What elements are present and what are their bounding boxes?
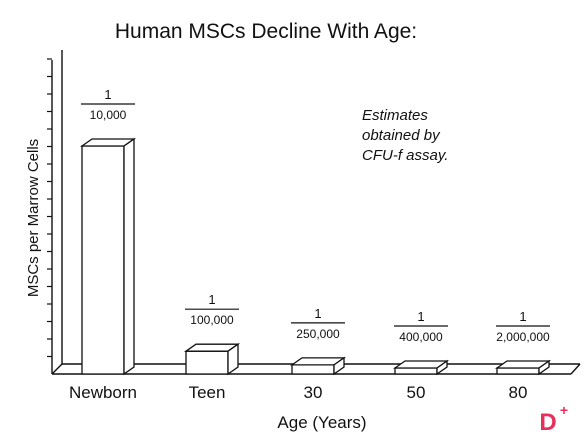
value-denominator: 100,000: [190, 313, 234, 327]
value-denominator: 400,000: [399, 330, 443, 344]
x-tick-labels: Newborn Teen 30 50 80: [69, 383, 527, 402]
bar-3: [289, 356, 347, 376]
value-numerator: 1: [314, 306, 321, 321]
value-labels: 1 10,000 1 100,000 1 250,000 1 400,000 1 2,000,00…: [81, 87, 550, 344]
bar-front: [185, 350, 229, 375]
value-denominator: 250,000: [296, 327, 340, 341]
value-label-2: 1 100,000: [185, 292, 239, 327]
annotation: Estimates obtained by CFU-f assay.: [362, 107, 448, 164]
bar-side: [123, 137, 135, 376]
x-tick-label: Newborn: [69, 383, 137, 402]
value-numerator: 1: [208, 292, 215, 307]
bar-2: [183, 342, 241, 376]
value-label-3: 1 250,000: [291, 306, 345, 341]
bar-4: [392, 359, 450, 376]
annotation-line-1: Estimates: [362, 107, 428, 124]
bar-side: [333, 356, 345, 376]
bar-1: [79, 137, 137, 376]
value-numerator: 1: [519, 309, 526, 324]
value-denominator: 10,000: [90, 108, 127, 122]
bar-front: [394, 367, 438, 375]
y-ticks: [47, 58, 52, 358]
chart-title: Human MSCs Decline With Age:: [115, 20, 417, 43]
bar-5: [494, 359, 552, 376]
bar-front: [496, 367, 540, 375]
x-tick-label: 30: [304, 383, 323, 402]
x-tick-label: Teen: [189, 383, 226, 402]
value-label-1: 1 10,000: [81, 87, 135, 122]
logo-glyph: D: [539, 409, 556, 436]
y-axis-label: MSCs per Marrow Cells: [25, 139, 42, 297]
bars: [79, 137, 552, 376]
value-numerator: 1: [417, 309, 424, 324]
value-label-4: 1 400,000: [394, 309, 448, 344]
annotation-line-2: obtained by: [362, 127, 441, 144]
value-label-5: 1 2,000,000: [496, 309, 550, 344]
bar-side: [436, 359, 448, 376]
logo-badge: +: [560, 402, 568, 418]
axis-corner: [51, 363, 63, 375]
x-tick-label: 80: [509, 383, 528, 402]
bar-front: [81, 145, 125, 375]
x-axis-label: Age (Years): [277, 413, 366, 432]
value-numerator: 1: [104, 87, 111, 102]
value-denominator: 2,000,000: [496, 330, 550, 344]
brand-logo: D +: [539, 402, 568, 436]
axis-end: [570, 363, 581, 375]
bar-front: [291, 364, 335, 375]
annotation-line-3: CFU-f assay.: [362, 147, 448, 164]
bar-side: [227, 342, 239, 376]
x-tick-label: 50: [407, 383, 426, 402]
bar-side: [538, 359, 550, 376]
